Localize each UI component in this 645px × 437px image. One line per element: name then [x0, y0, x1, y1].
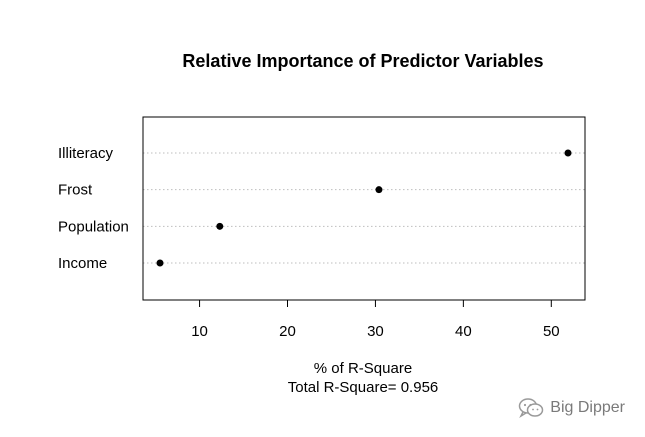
data-point	[564, 149, 572, 157]
data-points	[156, 149, 572, 267]
x-tick-label: 30	[367, 323, 384, 340]
category-label: Income	[58, 255, 107, 272]
grid-lines	[143, 152, 585, 264]
data-point	[375, 186, 383, 194]
watermark-text: Big Dipper	[550, 399, 625, 416]
x-tick-label: 10	[191, 323, 208, 340]
x-tick-label: 40	[455, 323, 472, 340]
x-axis-title: % of R-Square	[314, 360, 412, 377]
category-label: Population	[58, 218, 129, 235]
category-labels: Illiteracy Frost Population Income	[58, 145, 129, 272]
plot-frame	[142, 116, 586, 301]
wechat-icon	[519, 398, 544, 418]
data-point	[156, 259, 164, 267]
category-label: Frost	[58, 182, 93, 199]
x-axis-subtitle: Total R-Square= 0.956	[288, 379, 439, 396]
x-axis: 10 20 30 40 50	[191, 299, 560, 340]
data-point	[216, 222, 224, 230]
chart-title: Relative Importance of Predictor Variabl…	[182, 51, 543, 71]
x-tick-label: 20	[279, 323, 296, 340]
watermark: Big Dipper	[518, 397, 625, 419]
category-label: Illiteracy	[58, 145, 114, 162]
x-tick-label: 50	[543, 323, 560, 340]
